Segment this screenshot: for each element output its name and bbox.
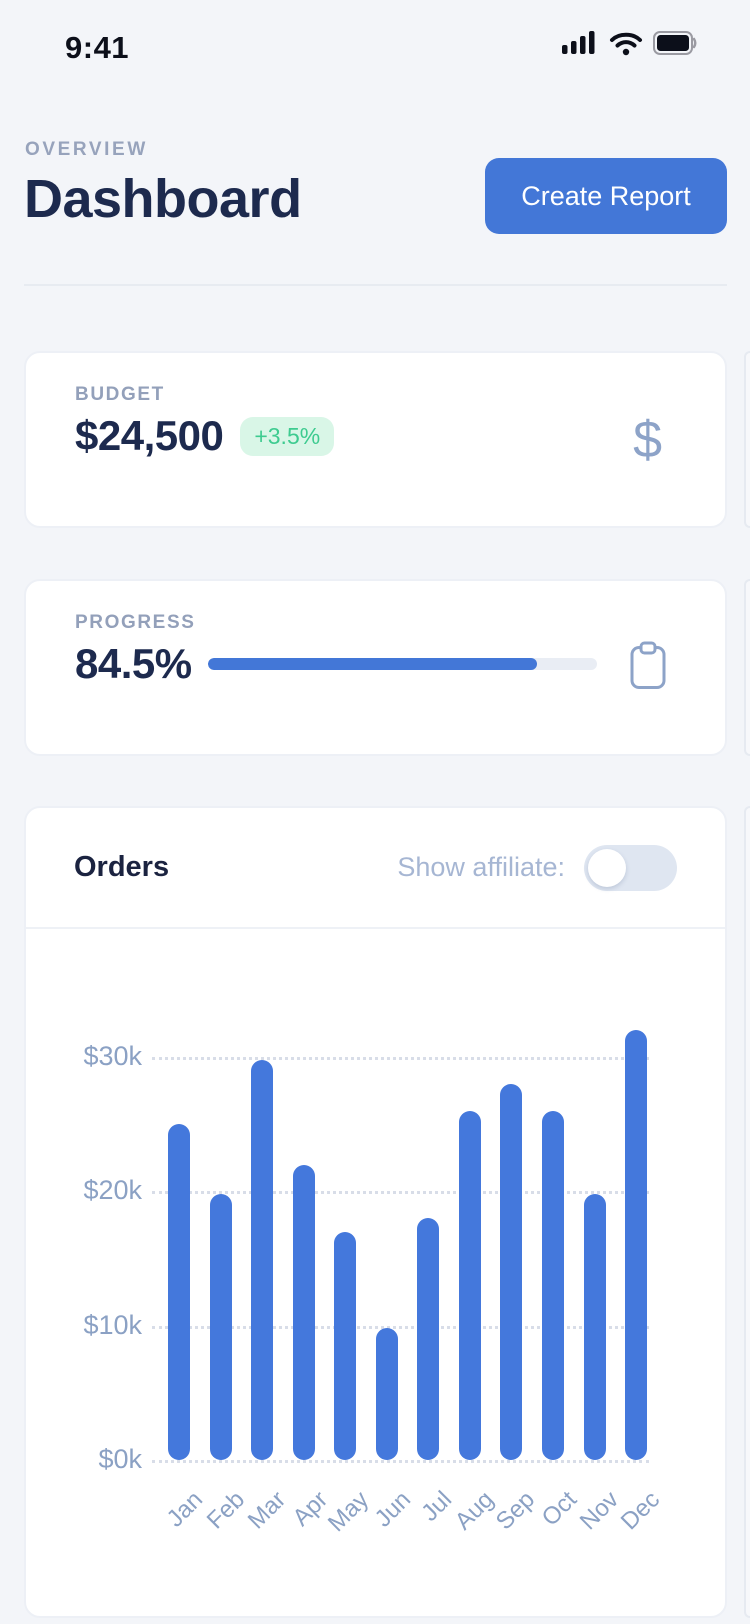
progress-card: PROGRESS 84.5%: [24, 579, 727, 756]
bar-Aug: [458, 1110, 481, 1460]
status-time: 9:41: [65, 30, 130, 65]
bar-Feb: [209, 1194, 232, 1460]
gridline-$30k: [152, 1057, 649, 1061]
y-axis-tick-label: $10k: [83, 1309, 142, 1340]
create-report-button[interactable]: Create Report: [485, 158, 727, 234]
header-divider: [24, 284, 727, 286]
y-axis-tick-label: $20k: [83, 1175, 142, 1206]
budget-delta-badge: +3.5%: [240, 416, 335, 456]
battery-icon: [653, 31, 697, 61]
gridline-$0k: [152, 1460, 649, 1463]
progress-bar-fill: [207, 658, 537, 670]
progress-value: 84.5%: [75, 640, 192, 687]
progress-label: PROGRESS: [75, 612, 196, 633]
progress-bar-track: [207, 658, 597, 670]
adjacent-card-edge: [744, 806, 750, 1618]
bar-Nov: [583, 1194, 606, 1460]
bar-Sep: [500, 1083, 523, 1460]
toggle-knob: [588, 848, 626, 887]
gridline-$10k: [152, 1325, 649, 1329]
show-affiliate-toggle[interactable]: [584, 844, 677, 891]
orders-header-divider: [26, 927, 725, 929]
bar-May: [334, 1231, 357, 1460]
bar-Jul: [417, 1218, 440, 1460]
orders-card: Orders Show affiliate: $0k $10k $20k $30k Ja…: [24, 806, 727, 1618]
budget-card: BUDGET $24,500 +3.5% $: [24, 351, 727, 528]
show-affiliate-label: Show affiliate:: [397, 852, 565, 882]
bar-Jan: [168, 1124, 190, 1460]
bar-Mar: [251, 1059, 274, 1460]
status-icons: [562, 31, 697, 61]
bar-Jun: [375, 1328, 398, 1460]
bar-Oct: [541, 1110, 564, 1460]
orders-title: Orders: [74, 851, 170, 883]
clipboard-icon: [629, 640, 667, 695]
cellular-signal-icon: [562, 31, 599, 61]
budget-label: BUDGET: [75, 384, 165, 405]
adjacent-card-edge: [744, 351, 750, 528]
bar-Apr: [292, 1164, 315, 1460]
orders-chart: $0k $10k $20k $30k Jan Feb Mar Apr May Jun Jul Aug S…: [26, 929, 725, 1618]
budget-value: $24,500: [75, 412, 224, 459]
bar-Dec: [625, 1030, 648, 1460]
page-title: Dashboard: [24, 169, 302, 229]
wifi-icon: [609, 31, 643, 61]
adjacent-card-edge: [744, 579, 750, 756]
gridline-$20k: [152, 1191, 649, 1195]
dollar-icon: $: [633, 410, 662, 469]
overview-eyebrow: OVERVIEW: [25, 139, 148, 160]
y-axis-tick-label: $30k: [83, 1041, 142, 1072]
status-bar: 9:41: [0, 0, 750, 88]
y-axis-tick-label: $0k: [98, 1444, 142, 1474]
orders-card-header: Orders Show affiliate:: [26, 808, 725, 927]
